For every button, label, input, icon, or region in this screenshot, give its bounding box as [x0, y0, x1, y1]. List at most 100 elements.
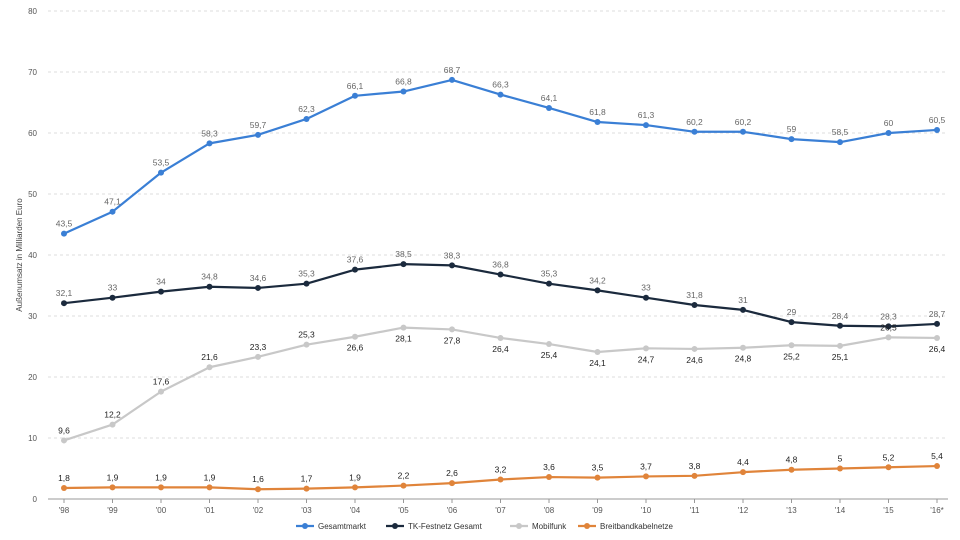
- data-label: 25,1: [832, 352, 849, 362]
- data-point: [255, 486, 261, 493]
- data-label: 58,5: [832, 127, 849, 137]
- data-point: [885, 334, 892, 341]
- data-label: 1,6: [252, 474, 264, 484]
- data-point: [594, 474, 601, 481]
- data-point: [691, 302, 698, 309]
- data-label: 3,7: [640, 461, 652, 471]
- data-point: [449, 480, 455, 487]
- data-point: [352, 333, 358, 340]
- y-tick-label: 70: [28, 68, 37, 77]
- data-point: [788, 342, 795, 349]
- x-tick-label: '03: [301, 506, 312, 515]
- data-label: 37,6: [347, 255, 364, 265]
- data-point: [546, 280, 552, 287]
- data-label: 1,7: [301, 474, 313, 484]
- data-point: [497, 91, 504, 98]
- data-point: [352, 92, 358, 99]
- data-point: [206, 283, 213, 290]
- data-label: 60,2: [735, 117, 752, 127]
- data-point: [885, 323, 892, 330]
- data-label: 34: [156, 277, 166, 287]
- data-label: 60: [884, 118, 894, 128]
- data-label: 5: [838, 454, 843, 464]
- data-label: 62,3: [298, 104, 315, 114]
- data-labels: 43,547,153,558,359,762,366,1 66,868,766,3…: [56, 65, 946, 484]
- data-point: [643, 122, 649, 129]
- data-point: [255, 353, 261, 360]
- data-point: [158, 288, 164, 295]
- x-tick-label: '99: [107, 506, 118, 515]
- data-label: 25,3: [298, 330, 315, 340]
- data-point: [400, 261, 407, 268]
- y-tick-label: 80: [28, 7, 37, 16]
- x-tick-label: '11: [690, 506, 700, 515]
- x-tick-label: '02: [253, 506, 264, 515]
- data-point: [109, 208, 116, 215]
- data-point: [740, 344, 746, 351]
- data-label: 28,1: [395, 334, 412, 344]
- data-label: 64,1: [541, 93, 558, 103]
- data-point: [497, 271, 504, 278]
- data-label: 21,6: [201, 352, 218, 362]
- data-label: 35,3: [298, 269, 315, 279]
- data-label: 47,1: [104, 197, 121, 207]
- data-label: 17,6: [153, 377, 170, 387]
- data-point: [594, 287, 601, 294]
- data-point: [61, 230, 67, 237]
- data-point: [885, 130, 892, 136]
- data-point: [255, 284, 261, 291]
- data-point: [837, 465, 843, 472]
- legend-item-label: Gesamtmarkt: [318, 522, 367, 531]
- legend-swatch-point: [302, 523, 308, 529]
- data-label: 66,3: [492, 80, 509, 90]
- series: [61, 76, 940, 493]
- x-tick-label: '01: [204, 506, 215, 515]
- y-axis-title: Außenumsatz in Milliarden Euro: [15, 198, 24, 312]
- data-point: [740, 469, 746, 476]
- data-point: [691, 128, 698, 135]
- data-label: 33: [641, 283, 651, 293]
- data-label: 59,7: [250, 120, 267, 130]
- data-point: [546, 104, 552, 111]
- x-tick-label: '04: [350, 506, 361, 515]
- x-tick-label: '08: [544, 506, 555, 515]
- data-label: 27,8: [444, 335, 461, 345]
- y-tick-label: 60: [28, 129, 37, 138]
- x-tick-label: '16*: [930, 506, 944, 515]
- data-label: 25,2: [783, 351, 800, 361]
- x-tick-label: '07: [495, 506, 506, 515]
- data-point: [206, 484, 213, 491]
- data-label: 9,6: [58, 425, 70, 435]
- data-label: 31: [738, 295, 748, 305]
- data-label: 33: [108, 283, 118, 293]
- legend: Gesamtmarkt TK-Festnetz Gesamt Mobilfunk Br…: [296, 522, 673, 531]
- x-tick-label: '00: [156, 506, 167, 515]
- gridlines: [48, 10, 948, 500]
- data-point: [303, 341, 310, 348]
- data-label: 29: [787, 307, 797, 317]
- data-label: 24,8: [735, 354, 752, 364]
- series-line: [63, 78, 938, 235]
- legend-item-label: Breitbandkabelnetze: [600, 522, 673, 531]
- data-point: [594, 119, 601, 126]
- data-point: [206, 140, 213, 147]
- data-point: [109, 294, 116, 301]
- data-label: 3,8: [689, 461, 701, 471]
- data-label: 1,9: [155, 472, 167, 482]
- x-tick-label: '09: [592, 506, 603, 515]
- x-axis-ticks: '98 '99 '00 '01 '02 '03 '04 '05 '06 '07 '08 '09 '10 '…: [59, 499, 944, 515]
- data-label: 34,6: [250, 273, 267, 283]
- data-label: 28,7: [929, 309, 946, 319]
- data-point: [934, 320, 940, 327]
- data-point: [837, 342, 843, 349]
- data-point: [158, 169, 164, 176]
- data-point: [206, 364, 213, 371]
- data-label: 2,2: [398, 471, 410, 481]
- y-tick-label: 0: [33, 495, 38, 504]
- data-point: [740, 306, 746, 313]
- data-label: 66,1: [347, 81, 364, 91]
- data-point: [643, 345, 649, 352]
- data-point: [158, 388, 164, 395]
- data-point: [788, 466, 795, 473]
